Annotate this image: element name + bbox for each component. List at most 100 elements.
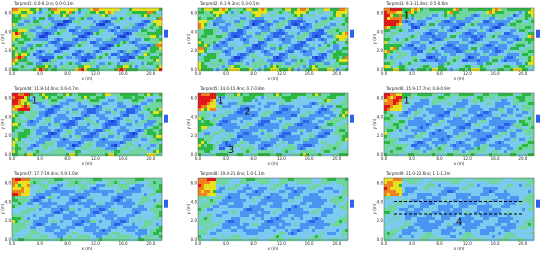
heat-cell [63, 114, 66, 117]
heat-cell [426, 53, 429, 56]
heat-cell [87, 108, 90, 111]
heat-cell [261, 93, 264, 96]
heat-cell [459, 23, 462, 26]
heat-cell [291, 50, 294, 53]
heat-cell [198, 123, 201, 126]
heat-cell [285, 62, 288, 65]
heat-cell [216, 111, 219, 114]
heat-cell [525, 38, 528, 41]
heat-cell [36, 123, 39, 126]
heat-cell [51, 108, 54, 111]
heat-cell [117, 44, 120, 47]
heat-cell [75, 114, 78, 117]
heat-cell [132, 105, 135, 108]
heat-cell [93, 108, 96, 111]
heat-cell [75, 117, 78, 120]
heat-cell [120, 65, 123, 68]
heat-cell [213, 44, 216, 47]
heat-cell [96, 135, 99, 138]
heat-cell [24, 108, 27, 111]
heat-cell [99, 17, 102, 20]
heat-cell [282, 129, 285, 132]
heat-cell [240, 29, 243, 32]
heat-cell [249, 8, 252, 11]
heat-cell [84, 59, 87, 62]
heat-cell [99, 111, 102, 114]
heat-cell [279, 26, 282, 29]
heat-cell [270, 138, 273, 141]
heat-cell [90, 53, 93, 56]
heat-cell [420, 50, 423, 53]
heat-cell [252, 126, 255, 129]
heat-cell [507, 20, 510, 23]
heat-cell [213, 135, 216, 138]
heat-cell [285, 32, 288, 35]
heat-cell [153, 11, 156, 14]
heat-cell [405, 44, 408, 47]
heat-cell [24, 11, 27, 14]
heat-cell [210, 120, 213, 123]
heat-cell [270, 59, 273, 62]
heat-cell [117, 135, 120, 138]
heat-cell [231, 108, 234, 111]
heat-cell [249, 135, 252, 138]
heat-cell [27, 123, 30, 126]
heat-cell [126, 29, 129, 32]
heat-cell [225, 102, 228, 105]
heat-cell [453, 29, 456, 32]
heat-cell [315, 44, 318, 47]
heat-cell [90, 65, 93, 68]
heat-cell [414, 11, 417, 14]
heat-cell [18, 147, 21, 150]
heat-cell [132, 123, 135, 126]
heat-cell [207, 96, 210, 99]
heat-cell [471, 44, 474, 47]
heat-cell [75, 38, 78, 41]
heat-cell [27, 108, 30, 111]
heat-cell [18, 99, 21, 102]
heat-cell [33, 147, 36, 150]
heat-cell [81, 99, 84, 102]
heat-cell [45, 96, 48, 99]
heat-cell [48, 96, 51, 99]
heat-cell [330, 20, 333, 23]
heat-cell [48, 59, 51, 62]
heat-cell [120, 35, 123, 38]
heat-cell [84, 135, 87, 138]
heat-cell [513, 32, 516, 35]
heat-cell [207, 129, 210, 132]
heat-cell [99, 38, 102, 41]
heat-cell [57, 117, 60, 120]
heat-cell [72, 17, 75, 20]
heat-cell [291, 20, 294, 23]
heat-cell [456, 59, 459, 62]
heat-cell [222, 47, 225, 50]
heat-cell [525, 62, 528, 65]
heat-cell [123, 150, 126, 153]
heat-cell [90, 126, 93, 129]
heat-cell [153, 150, 156, 153]
heat-cell [213, 26, 216, 29]
heat-cell [528, 29, 531, 32]
heat-cell [324, 56, 327, 59]
heat-cell [291, 59, 294, 62]
heat-cell [117, 26, 120, 29]
heat-cell [429, 47, 432, 50]
heat-cell [216, 132, 219, 135]
y-tick-label: 2.0 [191, 48, 198, 53]
heat-cell [462, 38, 465, 41]
heat-cell [267, 120, 270, 123]
heat-cell [204, 68, 207, 71]
heat-cell [339, 8, 342, 11]
heat-cell [93, 41, 96, 44]
heat-cell [234, 153, 237, 156]
heat-cell [267, 153, 270, 156]
heat-cell [153, 96, 156, 99]
heat-cell [60, 53, 63, 56]
heat-cell [459, 68, 462, 71]
heat-cell [234, 135, 237, 138]
heat-cell [45, 65, 48, 68]
heat-cell [141, 144, 144, 147]
heat-cell [150, 108, 153, 111]
heat-cell [45, 23, 48, 26]
